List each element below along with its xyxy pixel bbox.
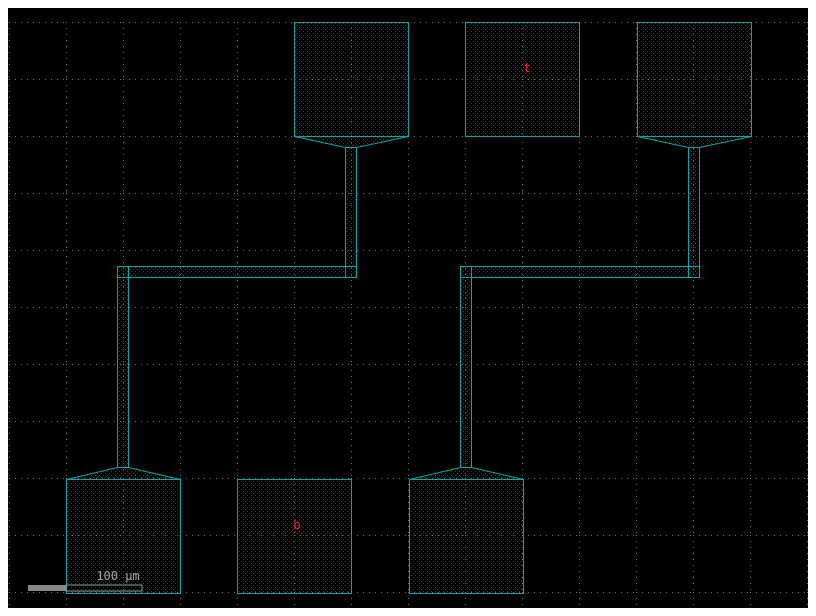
wire: [460, 266, 472, 468]
wire: [460, 266, 700, 278]
pad-bottom-1: [237, 479, 352, 594]
wire: [345, 147, 357, 278]
pad-bottom-2: [409, 479, 524, 594]
pad-top-1: [465, 22, 580, 137]
layout-shapes: [66, 22, 752, 594]
pad-top-2: [637, 22, 752, 137]
scale-bar: 100 µm: [28, 569, 143, 592]
scale-bar-outline: [65, 584, 143, 592]
label-t: t: [523, 61, 530, 75]
wire: [117, 266, 129, 468]
wire: [117, 266, 357, 278]
pad-top-0: [294, 22, 409, 137]
scale-bar-label: 100 µm: [96, 569, 139, 583]
wire: [688, 147, 700, 278]
label-b: b: [293, 518, 300, 532]
scale-bar-solid: [28, 585, 66, 591]
